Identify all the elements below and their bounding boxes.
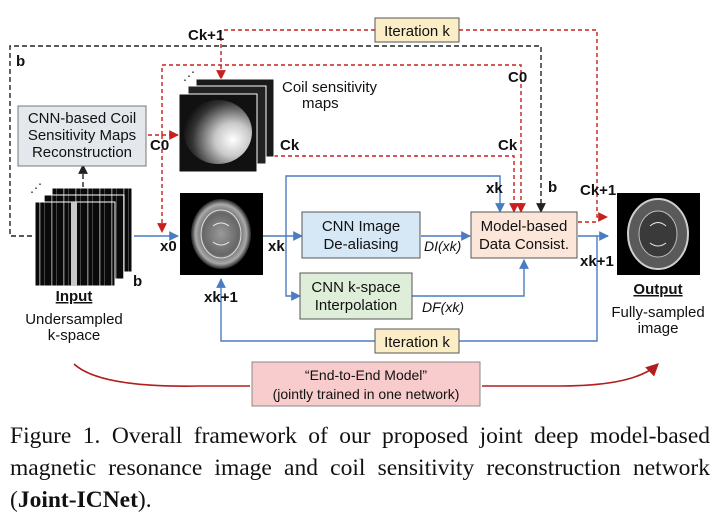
image-paths — [134, 175, 609, 342]
cnn-kspace-line2: Interpolation — [315, 297, 398, 314]
iteration-bottom-label: Iteration k — [384, 334, 450, 351]
model-dc-line2: Data Consist. — [479, 236, 569, 253]
end-to-end-box: “End-to-End Model” (jointly trained in o… — [251, 361, 481, 407]
caption-text: Figure 1. Overall framework of our propo… — [10, 423, 710, 513]
model-dc-box: Model-based Data Consist. — [470, 211, 578, 259]
symbol-xk-top: xk — [486, 180, 503, 197]
input-desc-2: k-space — [48, 327, 101, 344]
output-desc-2: image — [638, 320, 679, 337]
cnn-kspace-line1: CNN k-space — [311, 279, 400, 296]
input-label: Input Undersampled k-space — [25, 288, 123, 344]
coil-cnn-line2: Sensitivity Maps — [28, 127, 136, 144]
end-to-end-arc — [73, 364, 658, 387]
coil-stack-dots: ⋰ — [183, 69, 195, 83]
framework-diagram: Iteration k Iteration k CNN-based Coil S… — [9, 17, 705, 407]
symbol-b-input: b — [133, 273, 142, 290]
cnn-kspace-box: CNN k-space Interpolation — [299, 272, 413, 320]
symbol-b-dc: b — [548, 179, 557, 196]
symbol-df: DF(xk) — [422, 299, 464, 315]
coil-maps-stack: ⋰ — [178, 69, 275, 173]
symbol-ck-right: Ck — [498, 137, 518, 154]
symbol-di: DI(xk) — [424, 238, 461, 254]
coil-cnn-line3: Reconstruction — [32, 144, 132, 161]
input-stack-dots: ⋰ — [30, 181, 42, 195]
coil-maps-label-2: maps — [302, 95, 339, 112]
iteration-bottom-box: Iteration k — [374, 328, 460, 354]
cnn-dealias-box: CNN Image De-aliasing — [301, 211, 421, 259]
end-to-end-line2: (jointly trained in one network) — [273, 386, 460, 402]
symbol-c0-left: C0 — [150, 137, 169, 154]
coil-cnn-line1: CNN-based Coil — [28, 110, 136, 127]
caption-tail: ). — [137, 487, 152, 513]
output-title: Output — [633, 281, 682, 298]
symbol-c0-right: C0 — [508, 69, 527, 86]
coil-paths — [148, 29, 608, 233]
iteration-top-box: Iteration k — [374, 17, 460, 43]
input-kspace-stack: ⋰ — [30, 181, 133, 287]
symbol-labels: b b b C0 C0 Ck Ck Ck+1 Ck+1 x0 xk xk xk+… — [16, 27, 616, 315]
input-title: Input — [56, 288, 93, 305]
output-image — [617, 193, 700, 275]
coil-cnn-box: CNN-based Coil Sensitivity Maps Reconstr… — [17, 105, 147, 167]
cnn-dealias-line1: CNN Image — [322, 218, 400, 235]
end-to-end-line1: “End-to-End Model” — [305, 367, 428, 383]
symbol-ck-maps: Ck — [280, 137, 300, 154]
output-label: Output Fully-sampled image — [611, 281, 704, 337]
iteration-top-label: Iteration k — [384, 23, 450, 40]
symbol-x0: x0 — [160, 238, 177, 255]
symbol-ck1-top: Ck+1 — [188, 27, 224, 44]
symbol-xk1-left: xk+1 — [204, 289, 238, 306]
symbol-ck1-right: Ck+1 — [580, 182, 616, 199]
symbol-xk1-right: xk+1 — [580, 253, 614, 270]
input-desc-1: Undersampled — [25, 311, 123, 328]
cnn-dealias-line2: De-aliasing — [323, 236, 398, 253]
caption-bold: Joint-ICNet — [17, 487, 138, 513]
symbol-b-top: b — [16, 53, 25, 70]
intermediate-image — [180, 193, 263, 275]
model-dc-line1: Model-based — [481, 218, 568, 235]
symbol-xk-left: xk — [268, 238, 285, 255]
output-desc-1: Fully-sampled — [611, 304, 704, 321]
figure-caption: Figure 1. Overall framework of our propo… — [10, 420, 710, 516]
coil-maps-label-1: Coil sensitivity — [282, 79, 378, 96]
